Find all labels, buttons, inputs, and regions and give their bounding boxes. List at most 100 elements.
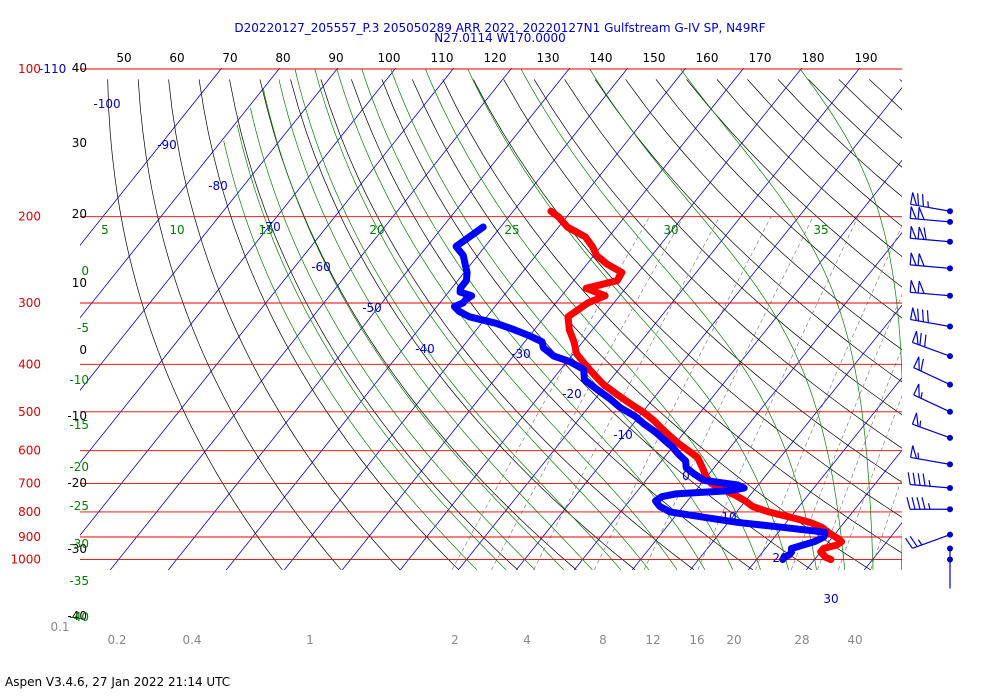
diagram-grid (80, 58, 1000, 571)
dry-adiabat-line (442, 79, 902, 554)
isotherm-label: -60 (311, 260, 331, 274)
isotherm-line (980, 58, 1000, 570)
moist-adiabat-label: -10 (69, 373, 89, 387)
wind-barb-full (917, 193, 920, 206)
top-axis-tick: 100 (378, 51, 401, 65)
dry-adiabat-line (381, 79, 812, 571)
wind-barb-pennant (917, 206, 925, 220)
wind-barb-full (919, 332, 922, 346)
mixing-ratio-label: 8 (599, 633, 607, 647)
mixing-ratio-line (906, 217, 1000, 570)
moist-adiabat-line (236, 124, 507, 571)
wind-barbs (904, 192, 953, 589)
moist-adiabat-line (278, 79, 593, 571)
dry-adiabat-line (594, 79, 902, 383)
pressure-label: 500 (18, 405, 41, 419)
isotherm-label: -80 (208, 179, 228, 193)
wind-barb-pennant (911, 412, 919, 427)
mixing-ratio-line (817, 347, 902, 570)
isotherm-line (80, 68, 281, 319)
isotherm-line (458, 68, 861, 571)
mixing-ratio-label: 40 (847, 633, 862, 647)
wind-barb-staff (910, 318, 951, 328)
top-axis-tick: 140 (590, 51, 613, 65)
top-axis-tick: 90 (328, 51, 343, 65)
wind-barb-half (919, 420, 922, 427)
wind-barb-pennant (909, 206, 917, 220)
dry-adiabat-line (320, 79, 695, 571)
moist-adiabat-line (314, 68, 650, 571)
dry-adiabat-line (869, 79, 902, 111)
mixing-ratio-line (790, 293, 902, 570)
wind-barb-staff (910, 456, 951, 465)
top-axis-tick: 50 (116, 51, 131, 65)
footer-version: Aspen V3.4.6, 27 Jan 2022 21:14 UTC (5, 675, 230, 689)
isotherm-line (690, 304, 902, 571)
moist-adiabat-label: -5 (77, 321, 89, 335)
wind-barb-staff (910, 237, 951, 243)
isotherm-line (80, 68, 223, 246)
isotherm-line (80, 68, 455, 536)
isotherm-label: 30 (823, 592, 838, 606)
isotherm-line (748, 377, 902, 571)
isotherm-label: -30 (511, 347, 531, 361)
mixing-ratio-label: 2 (451, 633, 459, 647)
sounding-profiles (450, 207, 846, 563)
isotherm-label: -10 (613, 428, 633, 442)
moist-adiabat-label: 0 (81, 264, 89, 278)
wind-barb-full (921, 497, 926, 510)
wind-barb-full (909, 536, 918, 547)
wind-barb-staff (910, 203, 951, 212)
left-axis-tick: 10 (72, 276, 87, 290)
temperature-profile (547, 207, 846, 563)
mixing-ratio-line (594, 216, 772, 570)
moist-adiabat-line (799, 68, 902, 570)
pressure-label: 600 (18, 444, 41, 458)
wind-barb-full (917, 308, 920, 321)
moist-adiabat-label: 30 (663, 223, 678, 237)
moist-adiabat-label: -20 (69, 460, 89, 474)
wind-barb-full (917, 473, 921, 486)
dewpoint-profile (450, 223, 829, 563)
dry-adiabat-line (777, 79, 902, 198)
top-axis-tick: 60 (169, 51, 184, 65)
isotherm-line (806, 449, 902, 571)
wind-barb-staff (910, 264, 951, 269)
wind-barb-full (907, 472, 911, 485)
dry-adiabat-line (259, 79, 577, 571)
moist-adiabat-line (390, 68, 734, 570)
wind-barb-half (917, 539, 923, 546)
isotherm-label: -40 (415, 342, 435, 356)
top-axis-tick: 110 (431, 51, 454, 65)
isotherm-line (516, 87, 902, 571)
pressure-label: 100 (18, 62, 41, 76)
wind-barb-pennant (909, 252, 917, 266)
top-axis-tick: 190 (855, 51, 878, 65)
mixing-ratio-label: 20 (726, 633, 741, 647)
dry-adiabat-line (655, 79, 902, 319)
moist-adiabat-line (250, 107, 536, 571)
pressure-label: 400 (18, 357, 41, 371)
moist-adiabat-line (425, 68, 761, 570)
top-axis-tick: 160 (696, 51, 719, 65)
dry-adiabat-line (808, 79, 902, 168)
dry-adiabat-line (472, 79, 902, 518)
isotherm-line (226, 68, 629, 571)
moist-adiabat-line (294, 68, 621, 571)
wind-barb-half (928, 480, 931, 487)
left-axis-tick: -30 (67, 542, 87, 556)
pressure-label: 300 (18, 296, 41, 310)
wind-barb-half (920, 392, 923, 399)
wind-barb-pennant (910, 445, 918, 459)
top-axis-tick: 120 (484, 51, 507, 65)
mixing-ratio-line (491, 216, 684, 570)
dry-adiabat-line (229, 79, 518, 571)
mixing-ratio-label: 1 (306, 633, 314, 647)
wind-barb-full (926, 310, 929, 323)
left-axis-tick: 30 (72, 136, 87, 150)
dry-adiabat-line (564, 79, 902, 416)
mixing-ratio-label: 16 (689, 633, 704, 647)
dry-adiabat-line (411, 79, 871, 571)
dry-adiabat-line (198, 79, 460, 571)
